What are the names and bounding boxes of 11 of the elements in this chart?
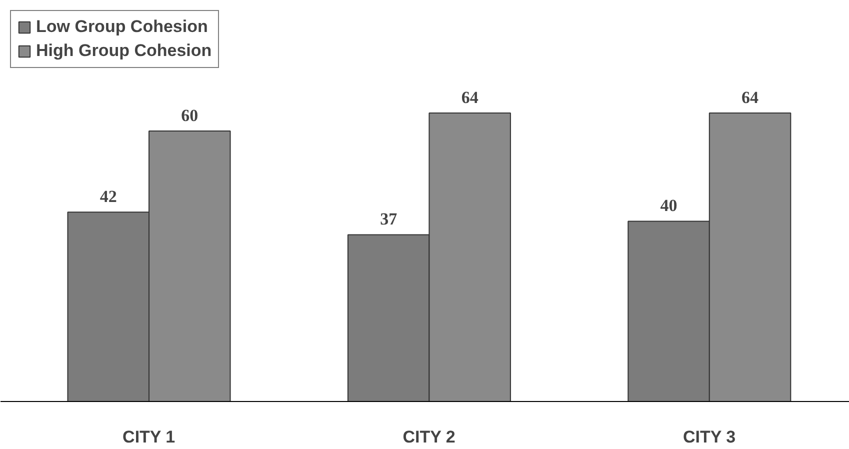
- legend-label: High Group Cohesion: [36, 41, 212, 61]
- legend-label: Low Group Cohesion: [36, 17, 208, 37]
- data-label: 64: [742, 88, 760, 108]
- data-label: 60: [181, 106, 198, 126]
- data-label: 40: [660, 196, 678, 216]
- data-label: 42: [100, 187, 117, 206]
- x-tick-label: CITY 2: [402, 428, 456, 446]
- data-label: 37: [380, 210, 398, 229]
- data-label: 64: [461, 88, 479, 108]
- x-tick-label: CITY 3: [682, 428, 736, 446]
- x-tick-label: CITY 1: [122, 428, 176, 446]
